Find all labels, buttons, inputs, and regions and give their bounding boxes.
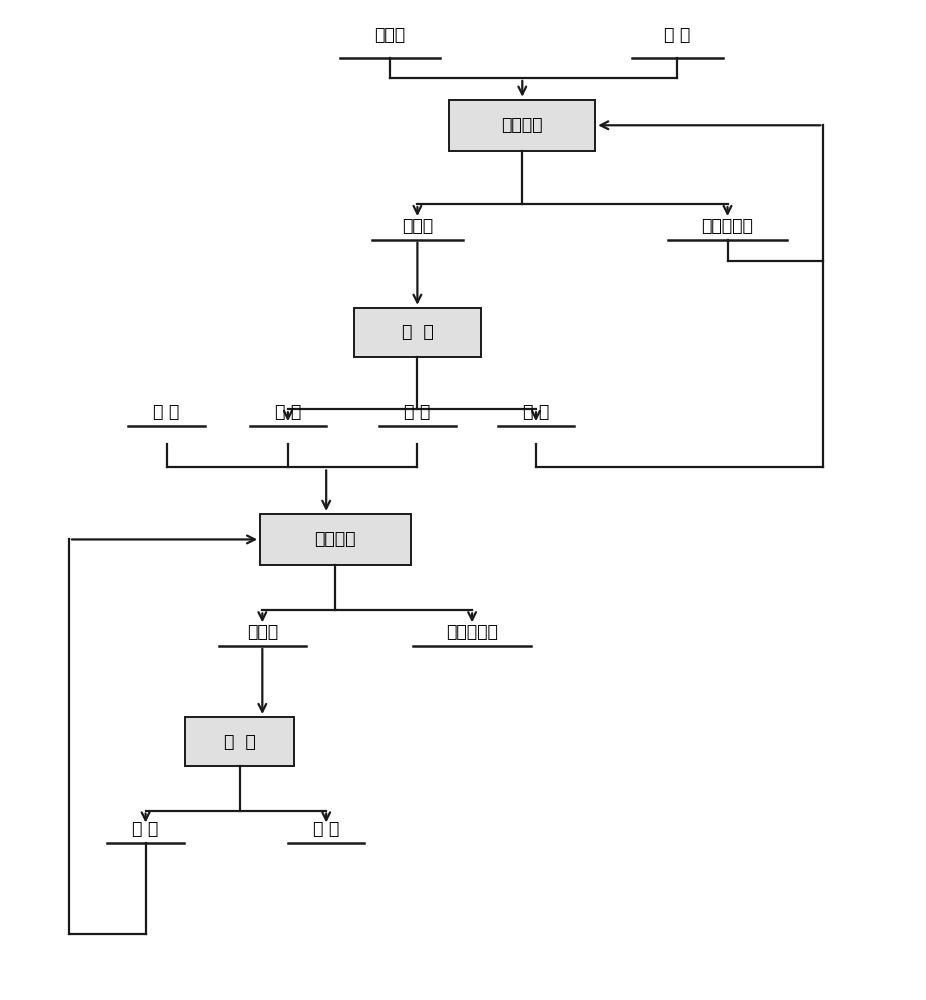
Text: 洗 渣: 洗 渣 (275, 403, 301, 421)
Text: 洗  涤: 洗 涤 (224, 733, 256, 751)
Text: 浸铜渣: 浸铜渣 (402, 217, 433, 235)
Text: 洗 液: 洗 液 (523, 403, 549, 421)
Text: 洗 液: 洗 液 (132, 820, 158, 838)
Text: 洗 渣: 洗 渣 (313, 820, 339, 838)
Bar (185, 717, 294, 766)
Text: 硫 酸: 硫 酸 (154, 403, 180, 421)
Text: 洗  涤: 洗 涤 (402, 323, 433, 341)
Text: 一段浸出: 一段浸出 (502, 116, 543, 134)
Text: 硫 酸: 硫 酸 (664, 26, 691, 44)
Text: 水钴矿: 水钴矿 (374, 26, 406, 44)
Text: 富钴浸出液: 富钴浸出液 (446, 623, 498, 641)
Text: 浸出渣: 浸出渣 (246, 623, 278, 641)
Bar (260, 514, 410, 565)
Bar (354, 308, 482, 357)
Text: 二段浸出: 二段浸出 (315, 530, 357, 548)
Text: 富铜浸出液: 富铜浸出液 (702, 217, 754, 235)
Bar (449, 100, 595, 151)
Text: 铁 粉: 铁 粉 (405, 403, 431, 421)
